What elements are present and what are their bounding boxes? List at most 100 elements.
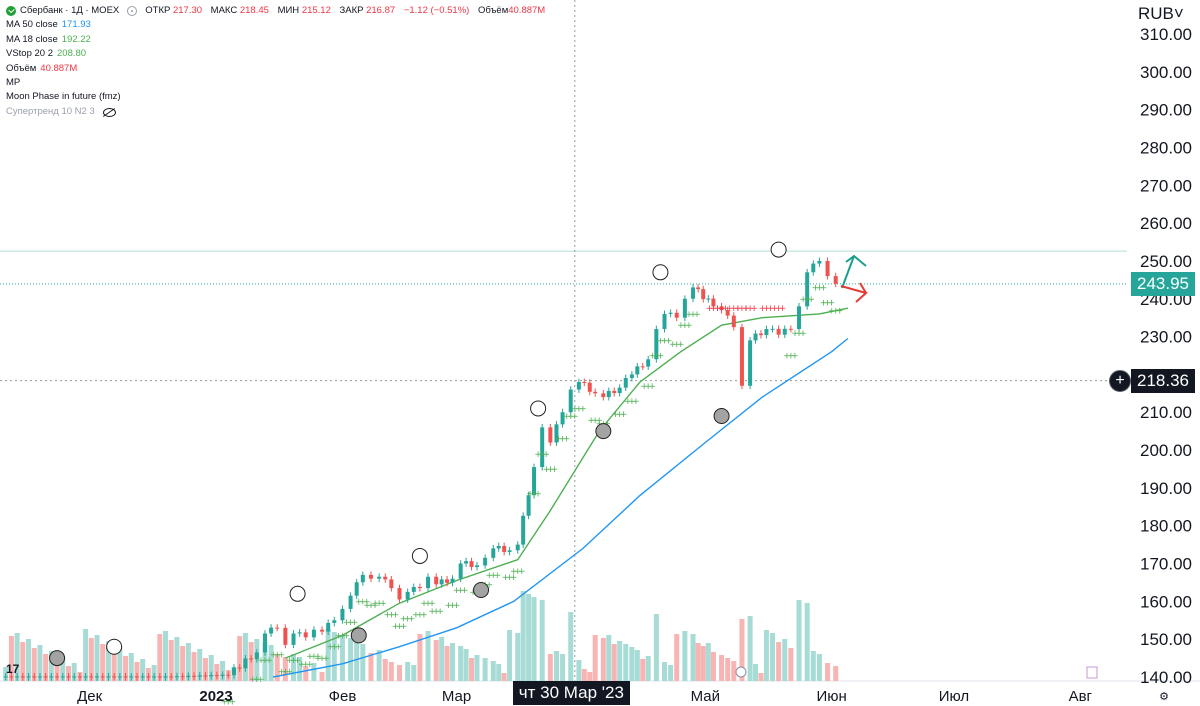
candle-body bbox=[576, 381, 581, 390]
vstop-marker: + bbox=[644, 382, 652, 392]
vstop-marker: + bbox=[453, 601, 461, 611]
indicator-ma18[interactable]: MA 18 close 192.22 bbox=[6, 33, 551, 47]
hidden-eye-icon[interactable] bbox=[102, 107, 116, 117]
price-tick-label: 170.00 bbox=[1140, 555, 1192, 574]
vstop-marker: + bbox=[628, 397, 636, 407]
candle-body bbox=[326, 622, 331, 632]
candle-body bbox=[825, 260, 830, 277]
volume-bar bbox=[690, 634, 696, 681]
add-price-alert-icon[interactable]: + bbox=[1109, 369, 1131, 392]
candle-body bbox=[458, 563, 463, 579]
vstop-marker: + bbox=[404, 614, 412, 624]
vstop-marker: + bbox=[771, 304, 779, 314]
vstop-marker: + bbox=[449, 601, 457, 611]
vstop-marker: + bbox=[640, 382, 648, 392]
volume-bar bbox=[825, 663, 831, 681]
volume-bar bbox=[88, 638, 94, 681]
vstop-marker: + bbox=[273, 650, 281, 660]
vstop-marker: + bbox=[722, 304, 730, 314]
indicator-supertrend[interactable]: Супертренд 10 N2 3 bbox=[6, 105, 551, 119]
ma50-line bbox=[272, 337, 849, 678]
candle-body bbox=[554, 424, 559, 443]
vstop-marker: + bbox=[795, 329, 803, 339]
indicator-volume[interactable]: Объём 40.887M bbox=[6, 62, 551, 76]
vstop-marker: + bbox=[648, 382, 656, 392]
vstop-marker: + bbox=[669, 340, 677, 350]
volume-bar bbox=[640, 659, 646, 681]
candle-body bbox=[320, 629, 325, 632]
volume-bar bbox=[8, 636, 14, 681]
crosshair-date-label: чт 30 Мар '23 bbox=[512, 681, 630, 705]
vstop-marker: + bbox=[799, 295, 807, 305]
candle-body bbox=[49, 676, 54, 678]
indicator-ma50[interactable]: MA 50 close 171.93 bbox=[6, 18, 551, 32]
volume-bar bbox=[71, 663, 77, 681]
price-tick-label: 250.00 bbox=[1140, 252, 1192, 271]
volume-bar bbox=[463, 649, 469, 681]
candle-body bbox=[348, 595, 353, 609]
volume-bar bbox=[168, 640, 174, 681]
currency-label[interactable]: RUB˅ bbox=[1138, 4, 1184, 23]
candle-body bbox=[640, 366, 645, 368]
candle-body bbox=[629, 374, 634, 379]
candle-body bbox=[377, 576, 382, 579]
price-tick-label: 280.00 bbox=[1140, 138, 1192, 157]
vstop-marker: + bbox=[286, 667, 294, 677]
candle-body bbox=[617, 387, 622, 394]
vstop-marker: + bbox=[351, 618, 359, 628]
tradingview-logo-icon[interactable]: 17 bbox=[6, 662, 20, 676]
price-tick-label: 290.00 bbox=[1140, 101, 1192, 120]
volume-bars bbox=[3, 591, 839, 681]
vstop-marker: + bbox=[551, 465, 559, 475]
volume-bar bbox=[719, 655, 725, 681]
candle-body bbox=[601, 393, 606, 398]
candle-body bbox=[89, 676, 94, 678]
vstop-marker: + bbox=[836, 306, 844, 316]
indicator-vstop[interactable]: VStop 20 2 208.80 bbox=[6, 47, 551, 61]
volume-bar bbox=[354, 641, 360, 681]
time-tick-label: Июл bbox=[939, 688, 969, 705]
vstop-marker: + bbox=[665, 336, 673, 346]
vstop-marker: + bbox=[742, 304, 750, 314]
vstop-marker: + bbox=[363, 597, 371, 607]
volume-bar bbox=[117, 647, 123, 681]
time-tick-label: Май bbox=[691, 688, 720, 705]
indicator-mp[interactable]: MP bbox=[6, 77, 21, 89]
candle-body bbox=[220, 674, 225, 676]
settings-gear-icon: ⚙ bbox=[1159, 690, 1169, 703]
time-axis[interactable]: Дек 2023 Фев Мар Май Июн Июл Авг ⚙ bbox=[77, 688, 1169, 705]
candle-body bbox=[770, 328, 775, 330]
vstop-marker: + bbox=[775, 304, 783, 314]
vstop-marker: + bbox=[494, 571, 502, 581]
volume-bar bbox=[20, 642, 26, 681]
candle-body bbox=[411, 586, 416, 592]
volume-bar bbox=[376, 650, 382, 681]
vstop-marker: + bbox=[742, 304, 750, 314]
vstop-marker: + bbox=[710, 304, 718, 314]
candle-body bbox=[817, 260, 822, 264]
vstop-marker: + bbox=[335, 631, 343, 641]
vstop-marker: + bbox=[310, 652, 318, 662]
vstop-marker: + bbox=[571, 412, 579, 422]
vstop-marker: + bbox=[359, 597, 367, 607]
vstop-marker: + bbox=[221, 698, 229, 706]
candles bbox=[3, 257, 838, 681]
price-tick-label: 230.00 bbox=[1140, 328, 1192, 347]
candle-body bbox=[20, 676, 25, 678]
candle-body bbox=[706, 298, 711, 300]
price-tick-label: 190.00 bbox=[1140, 479, 1192, 498]
vstop-marker: + bbox=[767, 304, 775, 314]
crosshair-price-label: 218.36 bbox=[1131, 368, 1195, 393]
price-axis[interactable]: 140.00 150.00 160.00 170.00 180.00 190.00 200.… bbox=[1140, 25, 1192, 687]
candle-body bbox=[811, 263, 816, 273]
candle-body bbox=[237, 667, 242, 669]
indicator-moon-phase[interactable]: Moon Phase in future (fmz) bbox=[6, 91, 121, 103]
symbol-title[interactable]: Сбербанк · 1Д · MOEX bbox=[20, 5, 120, 16]
candle-body bbox=[262, 633, 267, 653]
vstop-marker: + bbox=[265, 656, 273, 666]
candle-body bbox=[612, 390, 617, 394]
vstop-marker: + bbox=[824, 299, 832, 309]
vstop-marker: + bbox=[461, 586, 469, 596]
